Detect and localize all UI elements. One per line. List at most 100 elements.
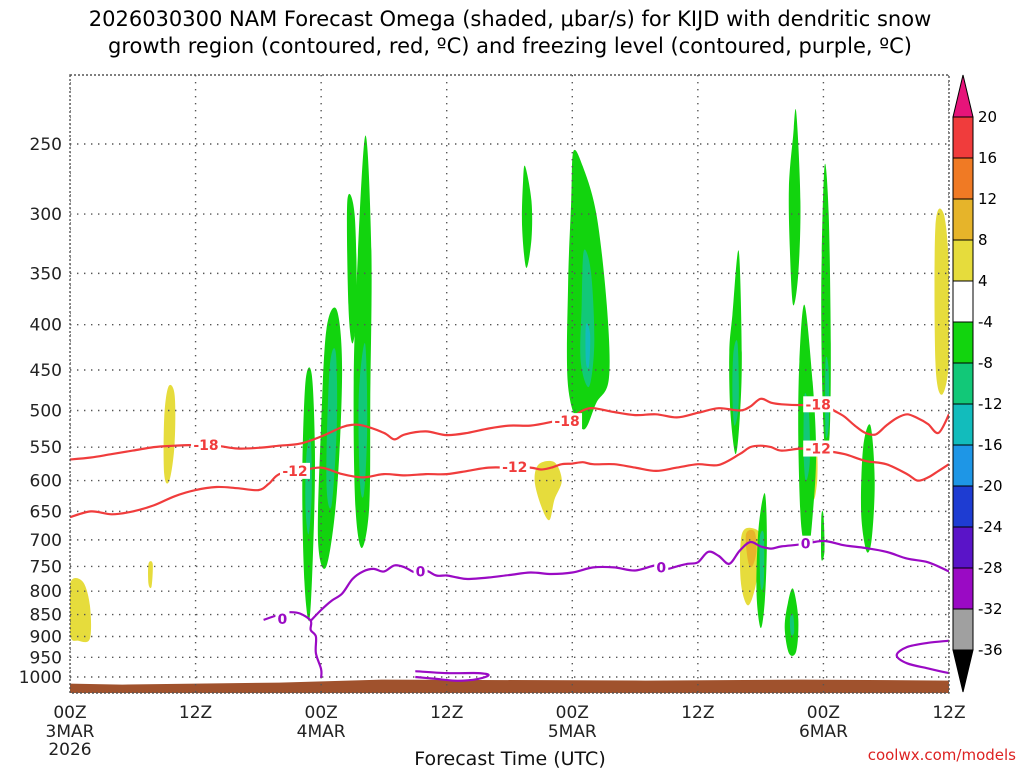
- shade-omega-down-6mar-b-core: [789, 613, 795, 636]
- axes: 2503003504004505005506006507007508008509…: [19, 135, 966, 760]
- credit-link[interactable]: coolwx.com/models: [868, 746, 1016, 764]
- contour-label-bg-dgz-minus18-1: [552, 413, 583, 430]
- colorbar-band-12: [952, 608, 974, 651]
- plot-inner: -18 -18 -18 -12 -12 -12 0 0 0 0: [70, 75, 949, 693]
- shade-omega-down-5mar-late-a-core: [732, 340, 739, 426]
- y-tick-label-900: 900: [30, 627, 62, 647]
- shade-omega-down-6mar-c-core: [803, 393, 810, 481]
- colorbar-arrow-top: [952, 74, 974, 118]
- contour-label-bg-freezing-level-0-2: [798, 535, 813, 552]
- contour-label-dgz-minus12-2: -12: [806, 442, 831, 458]
- y-tick-label-750: 750: [30, 557, 62, 577]
- shade-omega-up-6mar-b: [934, 208, 949, 395]
- x-axis-label: Forecast Time (UTC): [414, 748, 605, 768]
- colorbar-label-2: 12: [978, 190, 997, 208]
- colorbar-band-5: [952, 321, 974, 364]
- x-tick-label-3: 12Z: [430, 703, 463, 723]
- colorbar-band-1: [952, 157, 974, 200]
- shade-omega-down-5mar-b-core2: [585, 323, 591, 369]
- shade-omega-up-4mar-a: [163, 384, 176, 484]
- colorbar-arrow-bottom: [952, 649, 974, 693]
- x-tick-label-7: 12Z: [932, 703, 965, 723]
- contour-freezing-level-0-sfc2: [895, 639, 949, 675]
- shade-omega-up-5mar: [534, 460, 562, 521]
- colorbar-band-0: [952, 116, 974, 159]
- shade-omega-down-4mar-d: [346, 193, 357, 344]
- y-tick-label-850: 850: [30, 606, 62, 626]
- contour-label-dgz-minus18-0: -18: [193, 438, 218, 454]
- contour-label-dgz-minus12-0: -12: [282, 464, 307, 480]
- y-tick-label-950: 950: [30, 648, 62, 668]
- contour-freezing-level-0: [309, 539, 949, 622]
- contour-label-bg-freezing-level-0-low-0: [275, 611, 290, 628]
- colorbar-label-5: -4: [978, 313, 993, 331]
- shade-omega-down-6mar-f: [860, 424, 875, 553]
- colorbar-band-10: [952, 526, 974, 569]
- contour-label-dgz-minus12-1: -12: [502, 460, 527, 476]
- contour-label-freezing-level-0-1: 0: [656, 560, 666, 576]
- contour-label-bg-freezing-level-0-0: [413, 563, 428, 580]
- shade-omega-down-5mar-a: [521, 165, 533, 268]
- colorbar-label-6: -8: [978, 354, 993, 372]
- x-tick-label-1: 12Z: [179, 703, 212, 723]
- y-tick-label-700: 700: [30, 531, 62, 551]
- plot-frame: [69, 74, 950, 694]
- colorbar-label-11: -28: [978, 559, 1003, 577]
- colorbar: 20 16 12 8 4 -4 -8 -12 -16 -20 -24 -28 -32 -36: [952, 74, 1003, 693]
- y-tick-label-650: 650: [30, 502, 62, 522]
- colorbar-band-7: [952, 403, 974, 446]
- y-tick-label-550: 550: [30, 438, 62, 458]
- colorbar-label-12: -32: [978, 600, 1003, 618]
- shade-omega-down-5mar-b-core: [580, 249, 595, 388]
- shade-omega-up-early: [70, 578, 92, 643]
- contour-label-bg-dgz-minus12-2: [803, 440, 834, 457]
- contour-label-dgz-minus18-1: -18: [554, 414, 579, 430]
- colorbar-band-2: [952, 198, 974, 241]
- colorbar-label-10: -24: [978, 518, 1003, 536]
- contour-freezing-level-0-sfc: [415, 670, 490, 682]
- colorbar-label-9: -20: [978, 477, 1003, 495]
- colorbar-label-3: 8: [978, 231, 988, 249]
- contour-label-freezing-level-0-0: 0: [416, 564, 426, 580]
- colorbar-band-6: [952, 362, 974, 405]
- x-tick-date-4: 5MAR: [548, 722, 597, 742]
- colorbar-band-9: [952, 485, 974, 528]
- y-tick-label-1000: 1000: [19, 668, 62, 688]
- colorbar-label-4: 4: [978, 272, 988, 290]
- x-tick-label-0: 00Z: [53, 703, 86, 723]
- x-tick-date-2: 4MAR: [297, 722, 346, 742]
- contour-freezing-level-0-low: [263, 611, 323, 678]
- contour-label-freezing-level-0-2: 0: [801, 537, 811, 553]
- colorbar-label-0: 20: [978, 108, 997, 126]
- contour-label-bg-freezing-level-0-1: [654, 559, 669, 576]
- y-tick-label-500: 500: [30, 402, 62, 422]
- x-tick-label-4: 00Z: [556, 703, 589, 723]
- x-tick-year-0: 2026: [48, 740, 91, 760]
- y-tick-label-800: 800: [30, 582, 62, 602]
- x-tick-date-0: 3MAR: [46, 722, 95, 742]
- y-tick-label-600: 600: [30, 472, 62, 492]
- shade-omega-down-4mar-c: [353, 135, 372, 549]
- x-tick-date-6: 6MAR: [799, 722, 848, 742]
- contour-label-dgz-minus18-2: -18: [806, 397, 831, 413]
- chart-title-line-1: 2026030300 NAM Forecast Omega (shaded, μ…: [89, 7, 932, 31]
- contour-label-bg-dgz-minus18-2: [803, 396, 834, 413]
- contour-label-freezing-level-0-low-0: 0: [278, 612, 288, 628]
- chart-title-line-2: growth region (contoured, red, ºC) and f…: [108, 34, 912, 58]
- y-tick-label-250: 250: [30, 135, 62, 155]
- shade-omega-down-6mar-e: [820, 510, 825, 561]
- shade-omega-down-4mar-a-core: [305, 437, 312, 535]
- plot-area: -18 -18 -18 -12 -12 -12 0 0 0 0: [69, 74, 950, 694]
- x-tick-label-6: 00Z: [807, 703, 840, 723]
- colorbar-band-4: [952, 280, 974, 323]
- y-tick-label-350: 350: [30, 264, 62, 284]
- contour-label-bg-dgz-minus12-0: [279, 462, 310, 479]
- colorbar-band-8: [952, 444, 974, 487]
- y-tick-label-400: 400: [30, 316, 62, 336]
- colorbar-label-8: -16: [978, 436, 1003, 454]
- colorbar-band-3: [952, 239, 974, 282]
- y-tick-label-300: 300: [30, 205, 62, 225]
- shade-omega-down-4mar-c-core: [358, 342, 368, 498]
